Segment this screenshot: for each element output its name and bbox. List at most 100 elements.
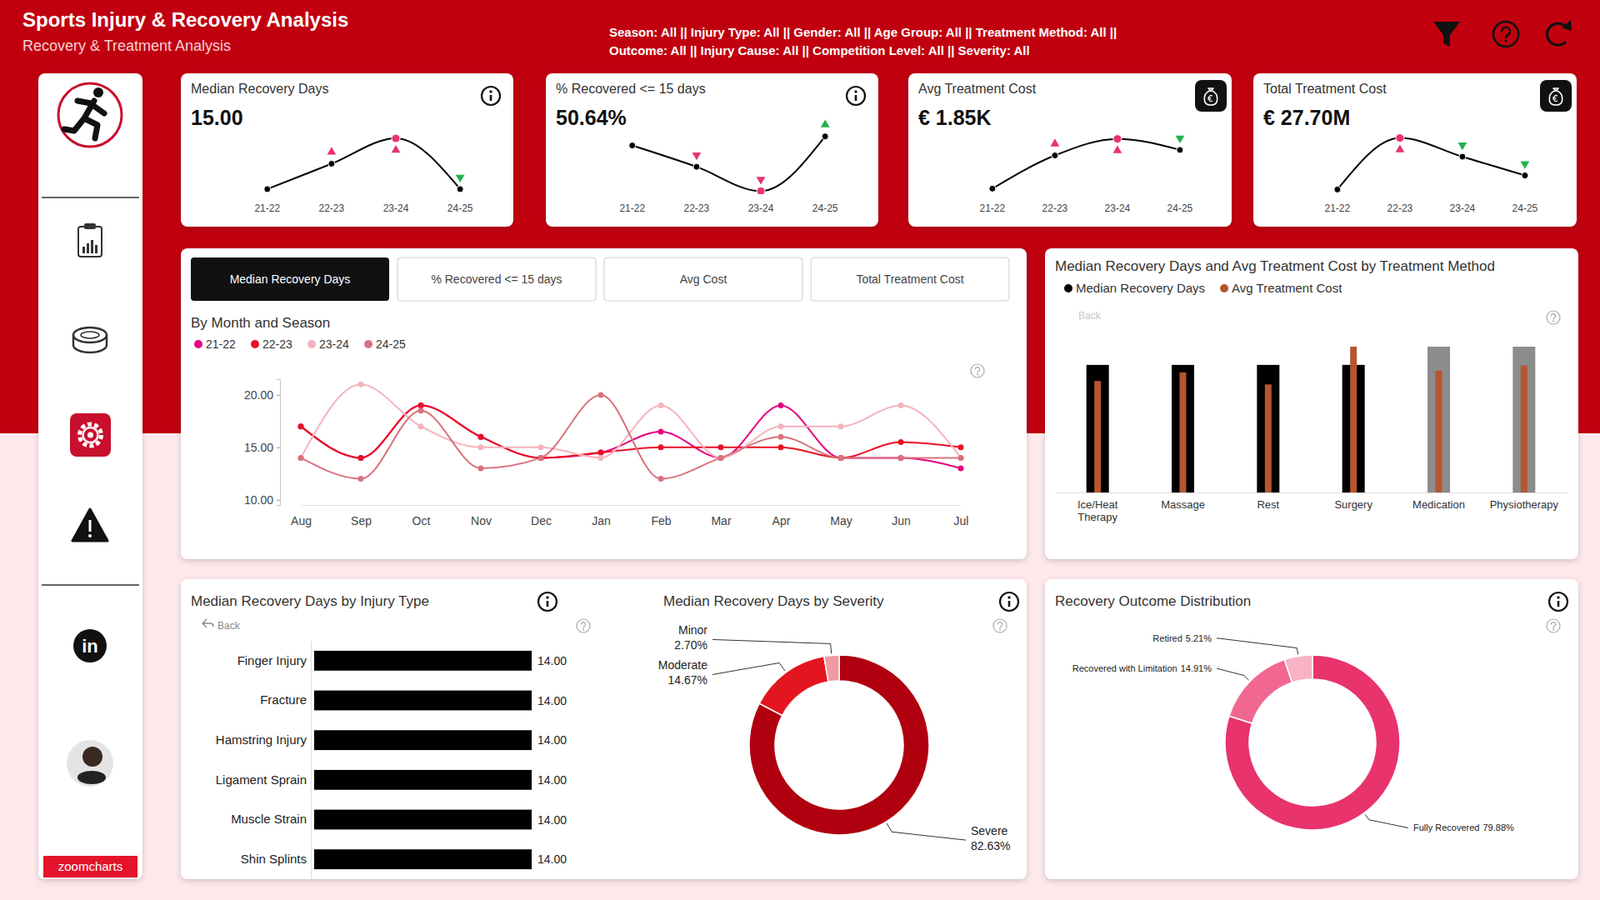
help-icon-ring[interactable] — [970, 364, 985, 378]
nav-stadium-icon[interactable] — [73, 327, 107, 343]
tab-label[interactable]: Total Treatment Cost — [855, 272, 964, 286]
tab-label[interactable]: Median Recovery Days — [230, 272, 351, 286]
help-icon[interactable] — [1546, 310, 1560, 325]
help-icon-ring[interactable] — [993, 619, 1007, 633]
nav-report-bar[interactable] — [90, 240, 94, 254]
help-icon-ring[interactable] — [1546, 619, 1560, 633]
info-icon-dot[interactable] — [489, 90, 492, 93]
nav-treatment-hub[interactable] — [87, 432, 94, 439]
nav-linkedin[interactable] — [73, 629, 107, 663]
help-icon-mark[interactable] — [1550, 314, 1555, 320]
trend-marker — [391, 145, 401, 153]
dashboard: Sports Injury & Recovery AnalysisRecover… — [0, 0, 1600, 900]
nav-report-icon[interactable] — [78, 226, 102, 257]
info-icon[interactable] — [846, 86, 865, 105]
nav-treatment-button[interactable] — [70, 413, 111, 457]
info-icon[interactable] — [538, 592, 557, 611]
data-point — [1521, 172, 1529, 180]
info-icon-ring[interactable] — [846, 86, 865, 105]
nav-risk-dot[interactable] — [88, 534, 92, 538]
info-icon-ring[interactable] — [1000, 592, 1019, 611]
tab-button[interactable] — [810, 257, 1010, 301]
trend-marker — [756, 176, 766, 185]
help-icon[interactable] — [1493, 21, 1519, 47]
help-icon-dot[interactable] — [1505, 40, 1508, 43]
kpi-card: Total Treatment Cost€ 27.70M21-2222-2323… — [1263, 80, 1572, 215]
help-icon-dot[interactable] — [1552, 628, 1555, 630]
help-icon[interactable] — [993, 619, 1007, 633]
x-tick-label: Nov — [470, 514, 492, 528]
data-point — [538, 455, 545, 461]
help-icon-dot[interactable] — [1552, 320, 1555, 322]
help-icon-dot[interactable] — [976, 373, 979, 375]
brand-label[interactable]: zoomcharts — [58, 859, 124, 874]
info-icon[interactable] — [1549, 592, 1568, 611]
series-line — [300, 395, 961, 480]
info-icon-dot[interactable] — [1007, 595, 1010, 599]
leader-line — [1216, 668, 1250, 680]
nav-stadium-field[interactable] — [80, 331, 100, 339]
nav-avatar[interactable] — [66, 740, 114, 787]
data-point — [778, 402, 785, 409]
reset-button-arrow[interactable] — [1561, 20, 1572, 31]
back-arrow[interactable] — [202, 619, 214, 628]
brand-badge[interactable] — [43, 855, 138, 878]
info-icon-stem[interactable] — [1008, 600, 1011, 607]
info-icon-stem[interactable] — [546, 600, 550, 607]
info-icon[interactable] — [1000, 592, 1019, 611]
info-icon-stem[interactable] — [490, 95, 493, 101]
help-icon-dot[interactable] — [582, 628, 585, 630]
legend-swatch — [194, 340, 203, 349]
nav-report-clip[interactable] — [84, 223, 96, 230]
bar — [1350, 346, 1357, 493]
tab-button[interactable] — [397, 257, 596, 301]
info-icon-ring[interactable] — [481, 86, 500, 105]
info-icon-ring[interactable] — [538, 592, 557, 611]
nav-risk-icon[interactable] — [72, 509, 108, 541]
filter-button[interactable] — [1433, 21, 1460, 47]
tab-label[interactable]: % Recovered <= 15 days — [430, 272, 562, 286]
tab-button[interactable] — [190, 257, 390, 301]
help-icon-mark[interactable] — [1501, 27, 1510, 39]
help-icon-dot[interactable] — [999, 628, 1001, 630]
back-button[interactable]: Back — [1078, 310, 1102, 322]
help-icon-mark[interactable] — [975, 367, 980, 374]
back-button[interactable]: Back — [217, 620, 241, 632]
help-icon-ring[interactable] — [1546, 310, 1560, 325]
help-icon-mark[interactable] — [1550, 622, 1555, 629]
nav-treatment-ring[interactable] — [83, 427, 99, 443]
help-icon-mark[interactable] — [580, 622, 585, 629]
data-point — [418, 402, 425, 409]
kpi-title: Avg Treatment Cost — [918, 81, 1037, 96]
nav-report-bar[interactable] — [86, 243, 90, 254]
info-icon-dot[interactable] — [854, 90, 857, 93]
help-icon-mark[interactable] — [997, 622, 1002, 629]
info-icon-ring[interactable] — [1549, 592, 1568, 611]
x-tick: Medication — [1412, 498, 1465, 511]
info-icon-dot[interactable] — [1556, 595, 1560, 599]
y-axis: 10.0015.0020.00 — [244, 380, 281, 507]
nav-stadium-base[interactable] — [73, 335, 107, 353]
info-icon-stem[interactable] — [855, 95, 858, 101]
y-tick: 10.00 — [244, 493, 280, 507]
help-icon[interactable] — [1546, 619, 1560, 633]
trend-marker — [820, 119, 830, 127]
data-point — [538, 455, 545, 461]
data-point — [958, 455, 965, 461]
nav-report-bar[interactable] — [95, 245, 98, 254]
nav-report-bar[interactable] — [82, 246, 85, 254]
nav-avatar-body[interactable] — [77, 770, 106, 785]
nav-avatar-head[interactable] — [82, 746, 103, 767]
tab-label[interactable]: Avg Cost — [680, 272, 728, 286]
help-icon[interactable] — [970, 364, 985, 378]
nav-risk-mark[interactable] — [89, 520, 92, 532]
info-icon[interactable] — [481, 86, 500, 105]
tab-button[interactable] — [604, 257, 803, 301]
help-icon[interactable] — [576, 619, 590, 633]
info-icon-dot[interactable] — [545, 595, 549, 599]
nav-treatment-gear[interactable] — [80, 424, 102, 446]
linkedin-label[interactable]: in — [81, 635, 99, 657]
info-icon-stem[interactable] — [1557, 600, 1560, 607]
help-icon-ring[interactable] — [576, 619, 590, 633]
help-icon-ring[interactable] — [1493, 21, 1519, 47]
